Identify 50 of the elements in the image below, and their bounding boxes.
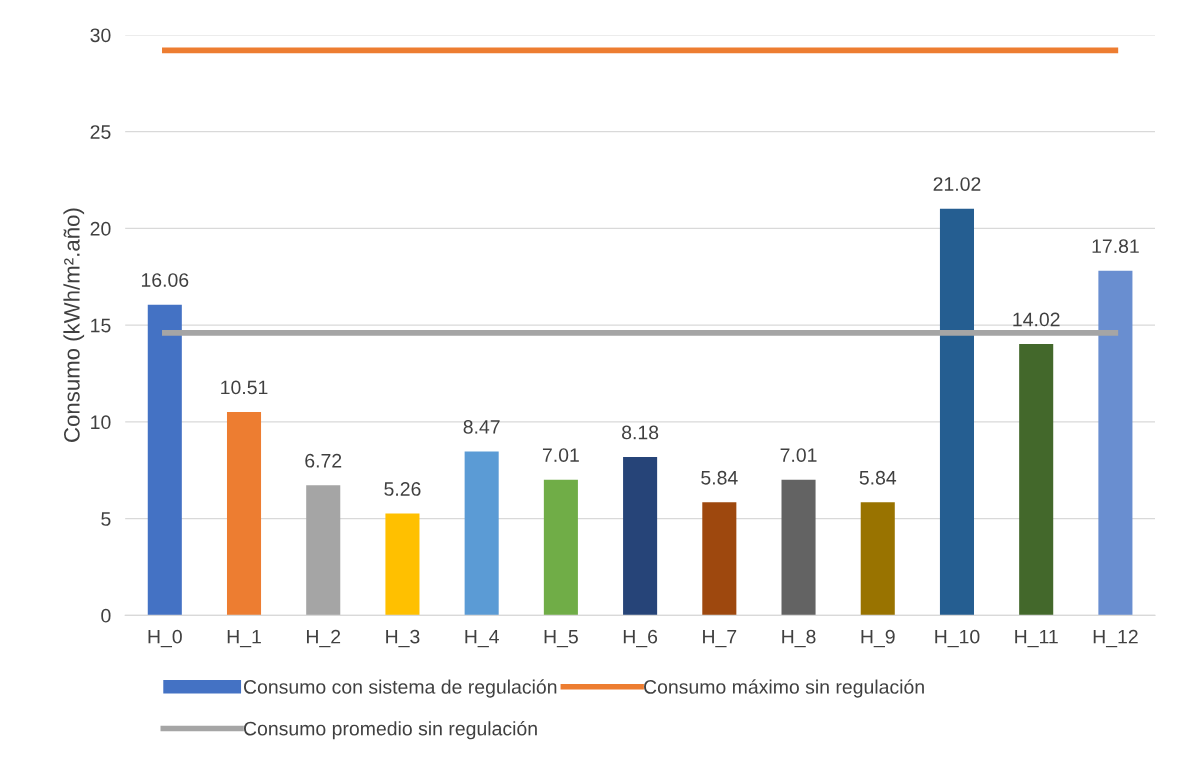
x-tick-label: H_8: [782, 629, 816, 648]
bar: [147, 304, 182, 616]
y-tick-label: 15: [91, 318, 111, 333]
x-tick-label: H_11: [1015, 629, 1058, 648]
x-tick-label: H_7: [703, 629, 737, 648]
data-label: 6.72: [305, 453, 342, 468]
x-tick-label: H_9: [861, 629, 895, 648]
x-tick-label: H_4: [465, 629, 499, 648]
y-tick-label: 0: [101, 608, 111, 623]
data-label: 10.51: [221, 380, 268, 395]
bar: [939, 208, 975, 616]
bar: [306, 485, 341, 616]
y-tick-label: 25: [90, 125, 111, 139]
data-label: 16.06: [141, 273, 189, 287]
data-label: 5.26: [384, 482, 421, 496]
bar: [385, 513, 420, 616]
data-label: 17.81: [1092, 239, 1139, 254]
x-tick-label: H_5: [544, 629, 578, 648]
bar: [860, 502, 895, 616]
bar: [464, 451, 499, 616]
bar: [702, 502, 737, 616]
bar: [623, 457, 658, 616]
legend-label: Consumo máximo sin regulación: [644, 679, 924, 698]
x-tick-label: H_6: [623, 629, 658, 648]
data-label: 8.47: [463, 419, 500, 434]
data-label: 5.84: [701, 470, 738, 485]
x-tick-label: H_3: [386, 629, 420, 648]
legend-label: Consumo promedio sin regulación: [243, 720, 537, 740]
data-label: 21.02: [933, 177, 981, 191]
y-tick-label: 10: [91, 415, 111, 430]
y-tick-label: 30: [90, 28, 111, 43]
bar: [543, 479, 578, 616]
x-tick-label: H_2: [306, 629, 341, 648]
y-tick-label: 5: [101, 512, 111, 526]
data-label: 7.01: [542, 448, 579, 462]
data-label: 5.84: [859, 470, 897, 485]
x-tick-label: H_0: [148, 629, 182, 648]
data-label: 14.02: [1013, 312, 1060, 327]
bar: [1019, 344, 1054, 616]
x-tick-label: H_1: [227, 629, 261, 648]
bar: [226, 412, 262, 616]
x-tick-label: H_10: [935, 629, 980, 648]
y-tick-label: 20: [90, 221, 111, 236]
bar: [1098, 270, 1133, 616]
bar: [781, 479, 816, 616]
data-label: 8.18: [622, 425, 659, 440]
y-axis-title: Consumo (kWh/m².año): [63, 208, 85, 442]
x-tick-label: H_12: [1093, 629, 1138, 648]
data-label: 7.01: [780, 448, 817, 462]
legend-label: Consumo con sistema de regulación: [243, 679, 557, 698]
